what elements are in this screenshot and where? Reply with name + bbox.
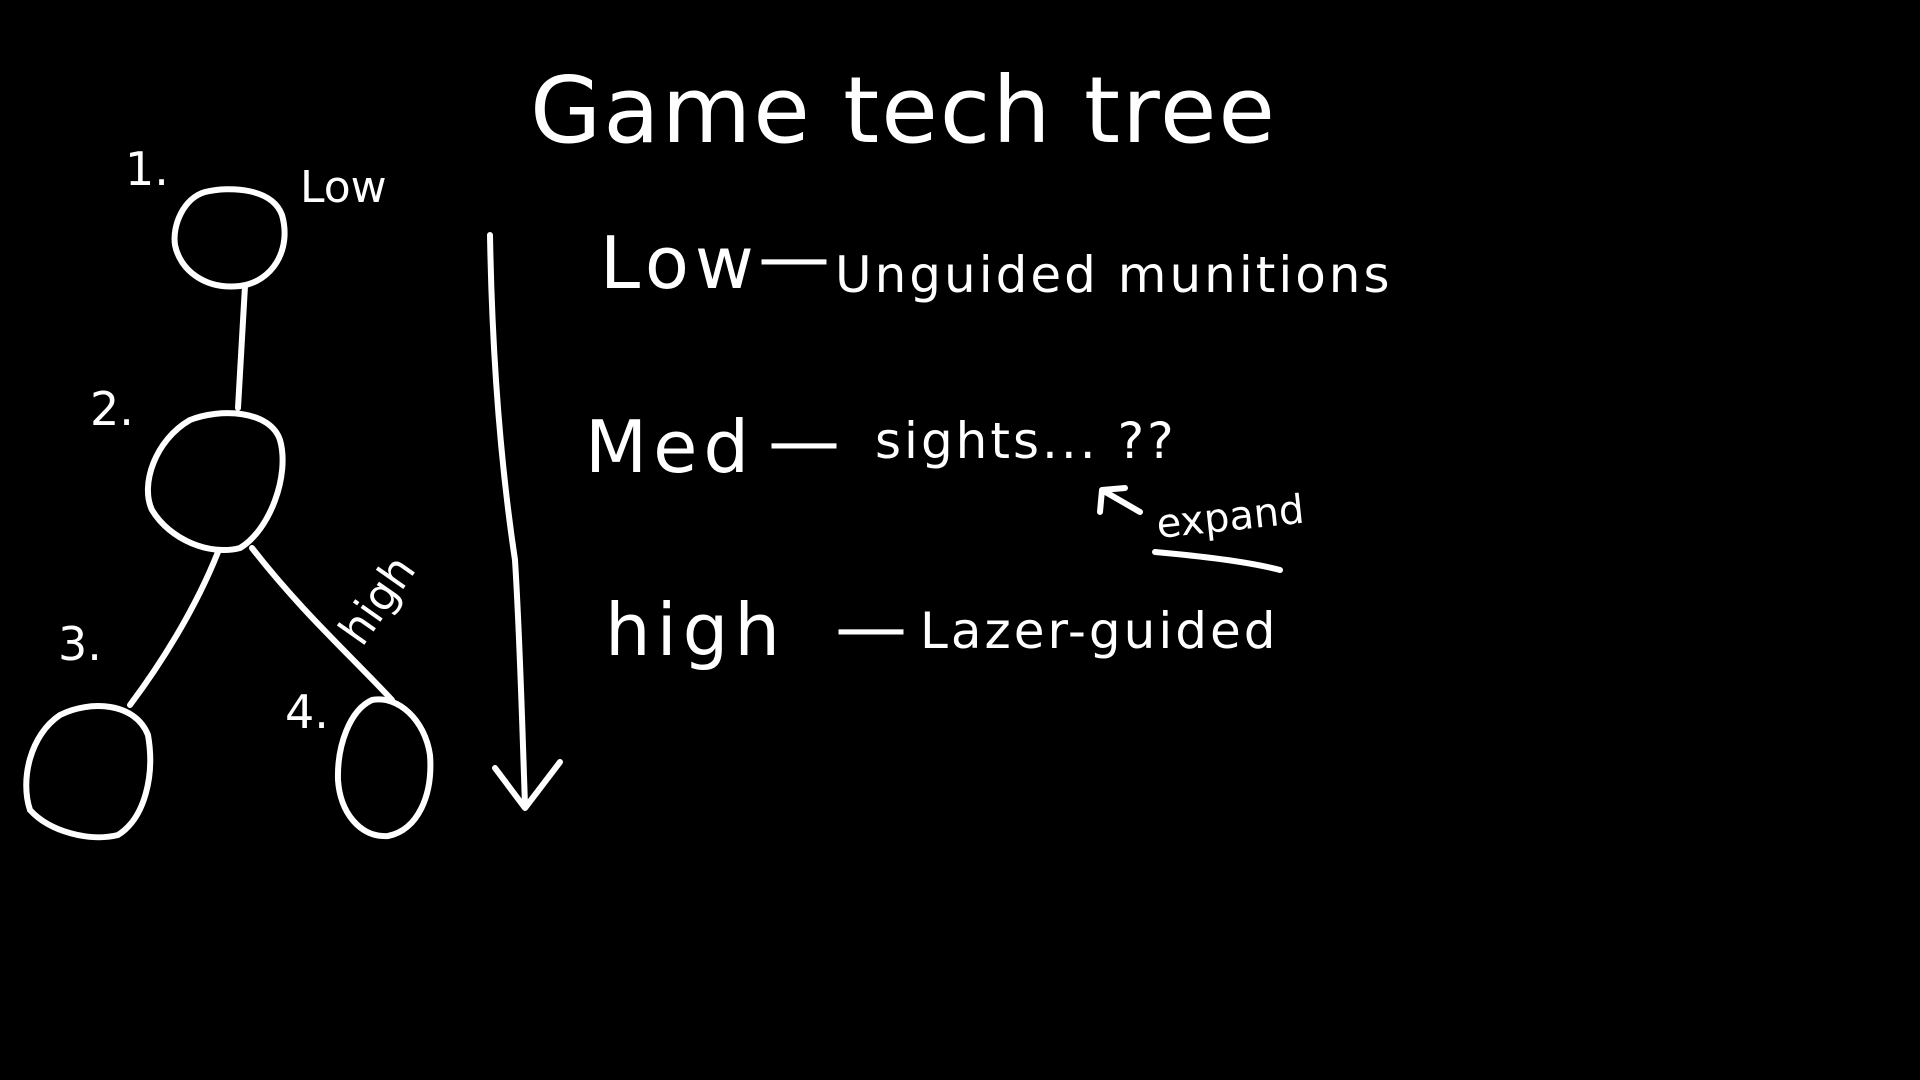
tier-high-dash: —	[835, 585, 913, 669]
tree-high-label: high	[329, 546, 426, 654]
node-label-3: 3.	[58, 617, 102, 671]
progression-arrow-shaft	[487, 232, 528, 808]
tier-low-dash: —	[758, 215, 836, 299]
node-label-1: 1.	[125, 142, 169, 196]
tree-node-4	[334, 696, 434, 840]
tier-high-description: Lazer-guided	[920, 602, 1278, 660]
tier-med-name: Med	[585, 405, 755, 489]
node-label-2: 2.	[90, 382, 134, 436]
page-title: Game tech tree	[530, 57, 1277, 164]
tier-high-name: high	[605, 588, 786, 672]
expand-note: expand	[1154, 487, 1306, 548]
node-label-4: 4.	[285, 685, 329, 739]
tree-node-3	[23, 703, 154, 841]
tier-low-name: Low	[600, 221, 760, 305]
tree-edge-1-2	[235, 283, 248, 411]
tree-edge-2-3	[127, 549, 221, 708]
tier-med-description: sights... ??	[875, 412, 1177, 470]
tree-edge-2-4	[249, 545, 395, 703]
tree-node-2	[145, 410, 286, 554]
tree-node-1	[171, 186, 288, 290]
progression-arrow-head-icon	[492, 759, 563, 811]
tier-med-dash: —	[768, 399, 846, 483]
expand-arrow-icon	[1097, 485, 1143, 515]
expand-underline	[1152, 549, 1283, 573]
tree-low-label: Low	[300, 162, 387, 213]
tier-low-description: Unguided munitions	[835, 246, 1393, 304]
